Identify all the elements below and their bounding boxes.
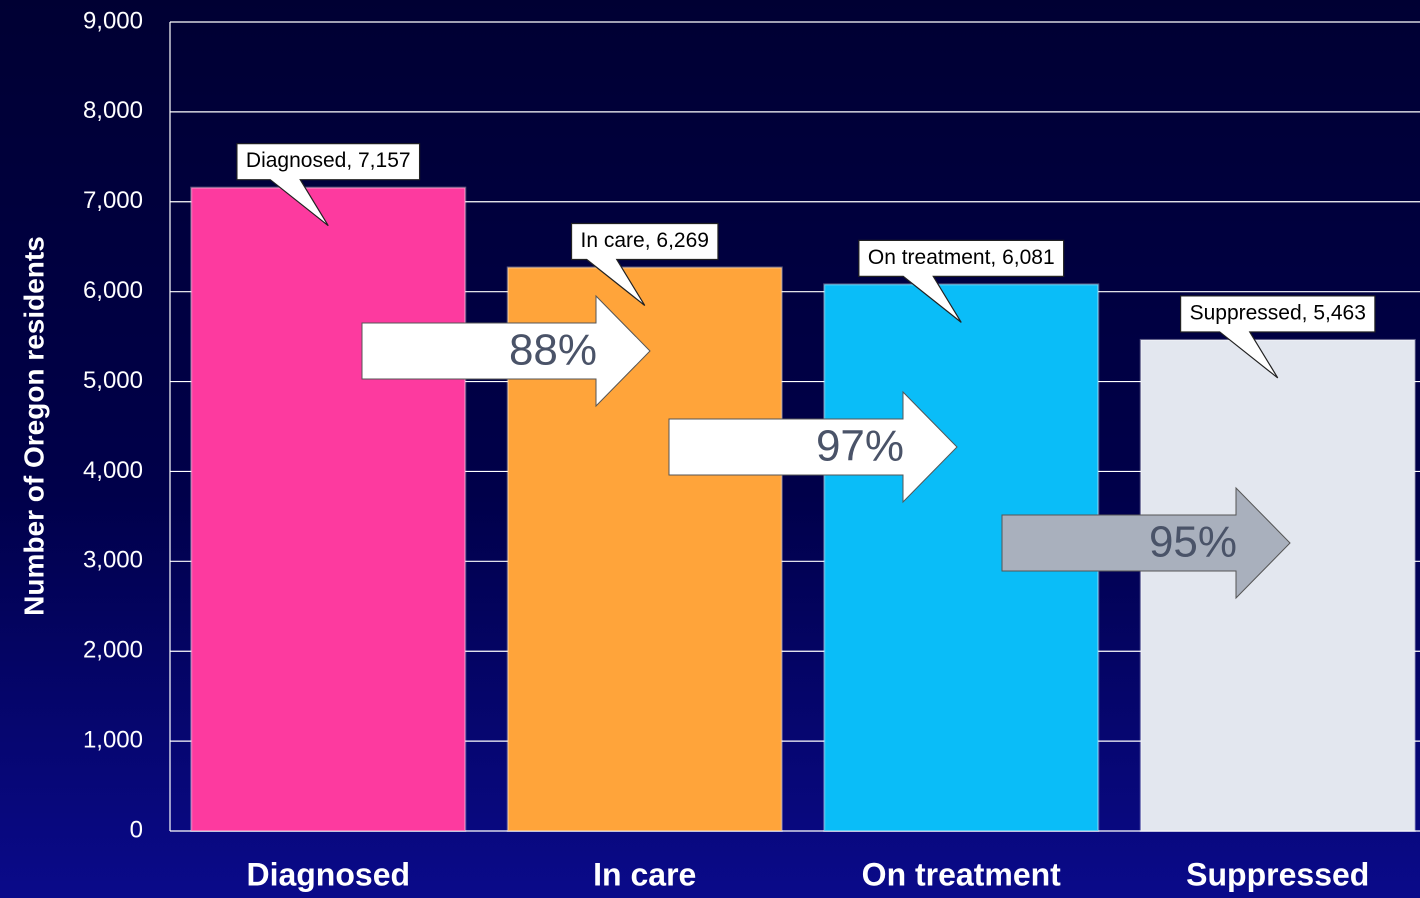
x-tick-label: On treatment — [862, 856, 1061, 892]
y-tick-label: 0 — [130, 816, 143, 843]
x-tick-label: Diagnosed — [246, 856, 410, 892]
x-tick-label: In care — [593, 856, 696, 892]
y-tick-label: 6,000 — [83, 277, 143, 304]
data-label: Diagnosed, 7,157 — [246, 149, 411, 172]
y-tick-label: 3,000 — [83, 547, 143, 574]
arrow — [361, 294, 651, 408]
y-axis-title: Number of Oregon residents — [18, 236, 49, 616]
y-tick-label: 7,000 — [83, 187, 143, 214]
y-tick-label: 1,000 — [83, 726, 143, 753]
x-tick-label: Suppressed — [1186, 856, 1369, 892]
y-tick-label: 9,000 — [83, 7, 143, 34]
y-tick-label: 8,000 — [83, 97, 143, 124]
arrow — [1001, 486, 1291, 600]
arrow-label: 95% — [1149, 518, 1237, 567]
y-tick-label: 5,000 — [83, 367, 143, 394]
bar — [1139, 338, 1416, 832]
arrow — [668, 390, 958, 504]
data-label: Suppressed, 5,463 — [1190, 301, 1366, 324]
arrow-label: 88% — [509, 326, 597, 375]
y-tick-label: 2,000 — [83, 637, 143, 664]
callout-box — [858, 239, 1065, 323]
bar — [190, 186, 467, 832]
data-label: On treatment, 6,081 — [868, 246, 1055, 269]
data-label: In care, 6,269 — [581, 229, 709, 252]
y-tick-label: 4,000 — [83, 457, 143, 484]
arrow-label: 97% — [816, 422, 904, 471]
callout-box — [1180, 295, 1376, 379]
callout-box — [236, 143, 421, 227]
callout-box — [570, 222, 719, 306]
